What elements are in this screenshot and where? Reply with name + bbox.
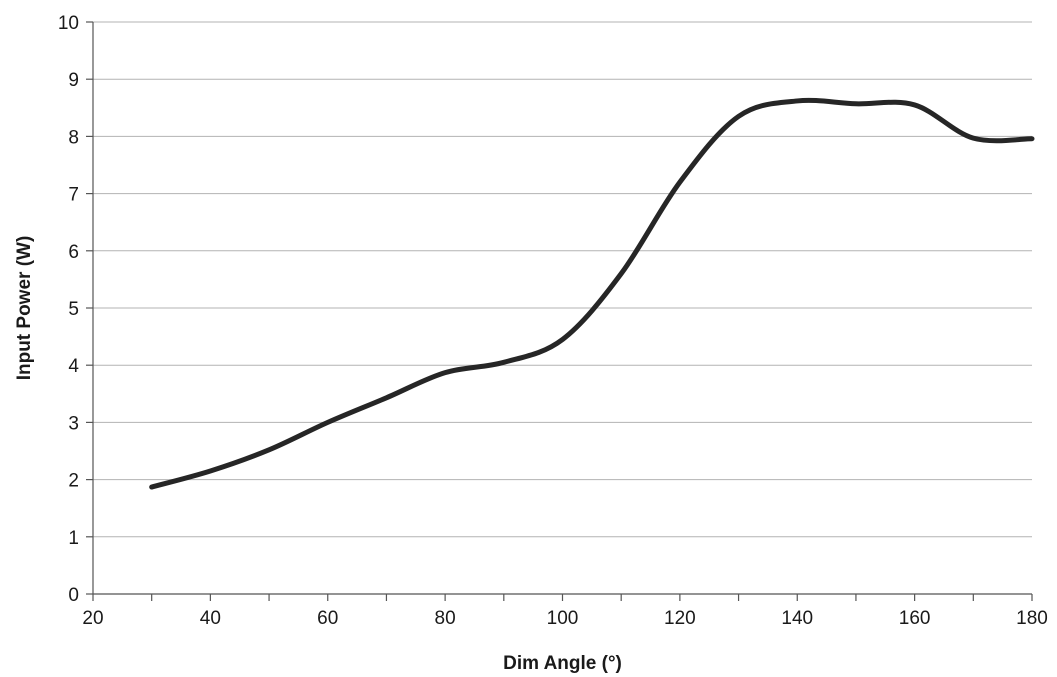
series-line	[149, 97, 1035, 490]
y-tick-label: 8	[68, 127, 79, 148]
y-tick-label: 7	[68, 185, 79, 206]
x-tick-label: 80	[435, 608, 456, 629]
y-tick-label: 3	[68, 413, 79, 434]
x-tick-label: 160	[899, 608, 931, 629]
ticks: 0 1 2 3 4 5 6 7 8 9 10 20 40 60 80 100 120 140 160 180	[58, 13, 1048, 629]
x-tick-label: 40	[200, 608, 221, 629]
y-tick-label: 10	[58, 13, 79, 34]
x-tick-label: 60	[317, 608, 338, 629]
x-tick-label: 180	[1016, 608, 1048, 629]
series-layer	[149, 97, 1035, 490]
y-tick-label: 9	[68, 70, 79, 91]
y-tick-label: 4	[68, 356, 79, 377]
y-tick-label: 5	[68, 299, 79, 320]
x-tick-label: 100	[547, 608, 579, 629]
x-tick-label: 20	[82, 608, 103, 629]
x-tick-label: 120	[664, 608, 696, 629]
y-tick-label: 2	[68, 471, 79, 492]
y-axis-title: Input Power (W)	[14, 236, 35, 381]
x-tick-label: 140	[781, 608, 813, 629]
y-tick-label: 1	[68, 528, 79, 549]
gridlines	[93, 21, 1032, 538]
y-tick-label: 0	[68, 585, 79, 606]
x-axis-title: Dim Angle (°)	[503, 653, 622, 674]
y-tick-label: 6	[68, 242, 79, 263]
